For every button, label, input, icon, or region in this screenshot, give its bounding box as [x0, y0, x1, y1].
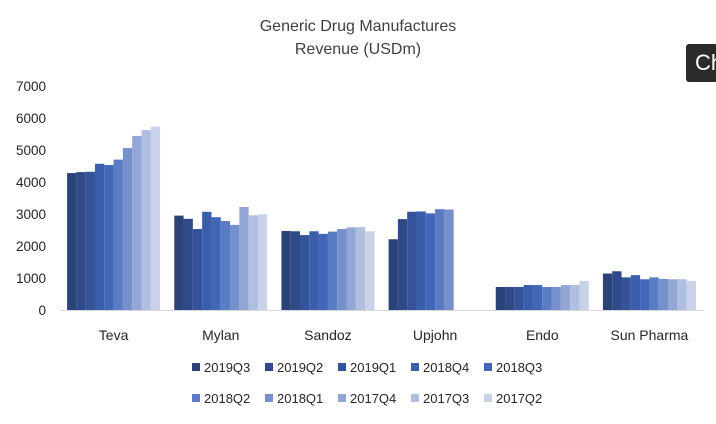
bar	[523, 285, 533, 310]
bar	[318, 233, 328, 310]
bar	[621, 277, 631, 310]
bar	[174, 215, 184, 310]
legend-label: 2018Q1	[277, 391, 323, 406]
bar	[444, 209, 454, 310]
bar	[355, 227, 366, 310]
bar	[337, 229, 347, 310]
bar	[230, 224, 240, 310]
bar	[388, 239, 398, 310]
bar	[560, 285, 571, 310]
y-tick-label: 6000	[16, 111, 46, 126]
legend-swatch	[411, 394, 419, 402]
bar	[435, 209, 445, 310]
bar	[640, 279, 650, 310]
bar	[94, 163, 105, 310]
legend-label: 2018Q2	[204, 391, 250, 406]
bar	[407, 211, 417, 310]
bar	[150, 126, 161, 310]
bar	[122, 148, 133, 310]
plot-area	[67, 126, 696, 310]
legend-swatch	[192, 394, 200, 402]
bar	[257, 214, 268, 310]
bar	[514, 286, 524, 310]
overlay-button[interactable]: Ch	[686, 44, 716, 82]
bar	[602, 273, 613, 310]
y-tick-label: 1000	[16, 271, 46, 286]
bar	[248, 215, 258, 310]
y-axis: 0 1000 2000 3000 4000 5000 6000 7000	[16, 79, 46, 318]
legend: 2019Q3 2019Q2 2019Q1 2018Q4 2018Q3 2018Q2 2018…	[192, 360, 542, 406]
bar	[649, 277, 659, 310]
legend-label: 2017Q4	[350, 391, 396, 406]
legend-swatch	[265, 394, 273, 402]
bar	[579, 280, 589, 310]
bar	[202, 211, 212, 310]
bar	[192, 229, 203, 310]
bar	[76, 172, 86, 310]
bar	[300, 235, 310, 310]
legend-swatch	[338, 394, 346, 402]
legend-label: 2017Q2	[496, 391, 542, 406]
bar	[551, 286, 561, 310]
bar	[290, 231, 301, 310]
legend-swatch	[338, 363, 346, 371]
bar	[327, 231, 338, 310]
bar	[346, 227, 356, 310]
bar	[104, 165, 114, 310]
x-tick-label: Teva	[99, 327, 129, 343]
bar	[211, 217, 221, 310]
bar	[505, 286, 515, 310]
legend-label: 2018Q3	[496, 360, 542, 375]
bar	[495, 286, 506, 310]
legend-label: 2019Q2	[277, 360, 323, 375]
bar	[220, 221, 231, 310]
x-tick-label: Sun Pharma	[610, 327, 688, 343]
legend-swatch	[265, 363, 273, 371]
legend-label: 2017Q3	[423, 391, 469, 406]
x-axis: Teva Mylan Sandoz Upjohn Endo Sun Pharma	[99, 327, 689, 343]
bar	[630, 275, 641, 310]
chart-title-line-1: Generic Drug Manufactures	[260, 18, 457, 35]
y-tick-label: 7000	[16, 79, 46, 94]
bar	[542, 286, 552, 310]
y-tick-label: 4000	[16, 175, 46, 190]
legend-label: 2019Q3	[204, 360, 250, 375]
bar	[416, 211, 426, 310]
y-tick-label: 5000	[16, 143, 46, 158]
bar	[309, 231, 319, 310]
y-tick-label: 0	[38, 303, 46, 318]
x-tick-label: Sandoz	[304, 327, 351, 343]
x-tick-label: Mylan	[202, 327, 239, 343]
bar	[132, 135, 142, 310]
x-tick-label: Endo	[526, 327, 559, 343]
bar	[570, 285, 580, 310]
bar	[612, 271, 622, 310]
bar	[677, 279, 687, 310]
bar	[281, 230, 291, 310]
bar	[658, 278, 669, 310]
bar	[85, 171, 95, 310]
bar	[668, 279, 678, 310]
chart-title-line-2: Revenue (USDm)	[295, 41, 421, 58]
legend-label: 2018Q4	[423, 360, 469, 375]
legend-swatch	[484, 363, 492, 371]
bar	[141, 130, 151, 310]
bar	[686, 280, 696, 310]
y-tick-label: 2000	[16, 239, 46, 254]
legend-swatch	[192, 363, 200, 371]
x-tick-label: Upjohn	[413, 327, 457, 343]
bar	[365, 231, 375, 310]
bar	[113, 159, 123, 310]
legend-swatch	[411, 363, 419, 371]
legend-swatch	[484, 394, 492, 402]
legend-label: 2019Q1	[350, 360, 396, 375]
bar	[532, 285, 543, 310]
bar	[183, 218, 193, 310]
bar	[67, 173, 77, 310]
bar	[425, 213, 436, 310]
y-tick-label: 3000	[16, 207, 46, 222]
bar	[397, 219, 408, 310]
bar	[239, 206, 249, 310]
